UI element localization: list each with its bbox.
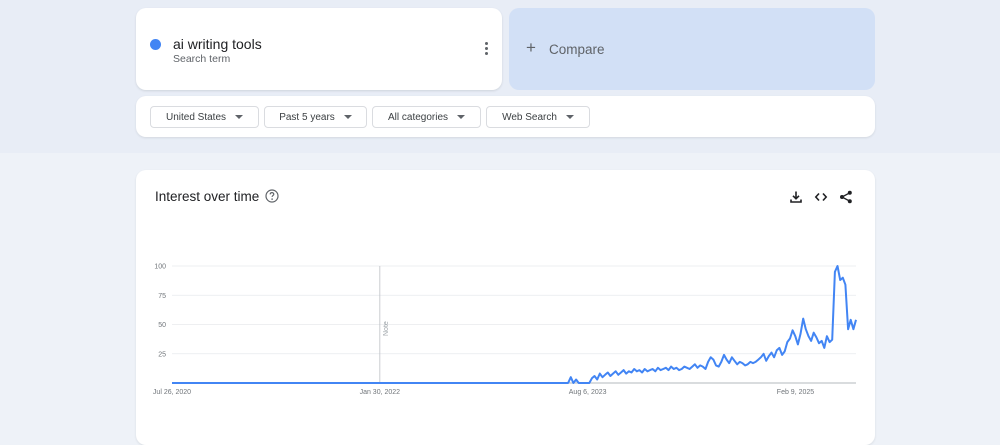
x-tick-label: Aug 6, 2023 xyxy=(569,389,607,396)
filter-bar: United States Past 5 years All categorie… xyxy=(136,96,875,137)
interest-over-time-card: Interest over time 25 50 75 100 Note Jul 26… xyxy=(136,170,875,445)
term-color-dot xyxy=(150,39,161,50)
filter-region-label: United States xyxy=(165,111,227,123)
search-term-name[interactable]: ai writing tools xyxy=(173,36,262,52)
caret-down-icon xyxy=(457,115,466,119)
filter-category-label: All categories xyxy=(387,111,449,123)
filter-category[interactable]: All categories xyxy=(372,106,481,128)
caret-down-icon xyxy=(343,115,352,119)
filter-region[interactable]: United States xyxy=(150,106,259,128)
grid-lines xyxy=(172,265,856,355)
x-tick-label: Jan 30, 2022 xyxy=(360,389,401,396)
filter-time-range[interactable]: Past 5 years xyxy=(264,106,367,128)
y-tick-label: 25 xyxy=(158,351,166,358)
search-term-type: Search term xyxy=(173,53,231,65)
embed-code-icon[interactable] xyxy=(814,190,828,204)
filter-search-type-label: Web Search xyxy=(502,111,557,123)
caret-down-icon xyxy=(235,115,244,119)
y-tick-label: 75 xyxy=(158,293,166,300)
more-vert-icon[interactable] xyxy=(480,42,492,56)
compare-label: Compare xyxy=(549,42,605,57)
y-tick-label: 100 xyxy=(154,264,166,271)
filter-search-type[interactable]: Web Search xyxy=(486,106,590,128)
plus-icon: + xyxy=(526,38,536,57)
x-tick-label: Jul 26, 2020 xyxy=(153,389,191,396)
x-tick-label: Feb 9, 2025 xyxy=(777,389,814,396)
y-tick-label: 50 xyxy=(158,322,166,329)
interest-chart: 25 50 75 100 Note Jul 26, 2020 Jan 30, 2022 A… xyxy=(153,264,857,396)
caret-down-icon xyxy=(565,115,574,119)
download-icon[interactable] xyxy=(789,190,803,204)
chart-title: Interest over time xyxy=(155,189,260,204)
search-term-card[interactable]: ai writing tools Search term xyxy=(136,8,502,90)
filter-time-range-label: Past 5 years xyxy=(279,111,335,123)
note-label: Note xyxy=(383,321,390,336)
y-tick-labels: 25 50 75 100 xyxy=(154,264,166,359)
x-tick-labels: Jul 26, 2020 Jan 30, 2022 Aug 6, 2023 Feb 9… xyxy=(153,389,814,396)
series-line xyxy=(172,265,857,384)
help-circle-icon[interactable] xyxy=(265,189,279,203)
share-icon[interactable] xyxy=(839,190,853,204)
compare-button[interactable]: + Compare xyxy=(509,8,875,90)
